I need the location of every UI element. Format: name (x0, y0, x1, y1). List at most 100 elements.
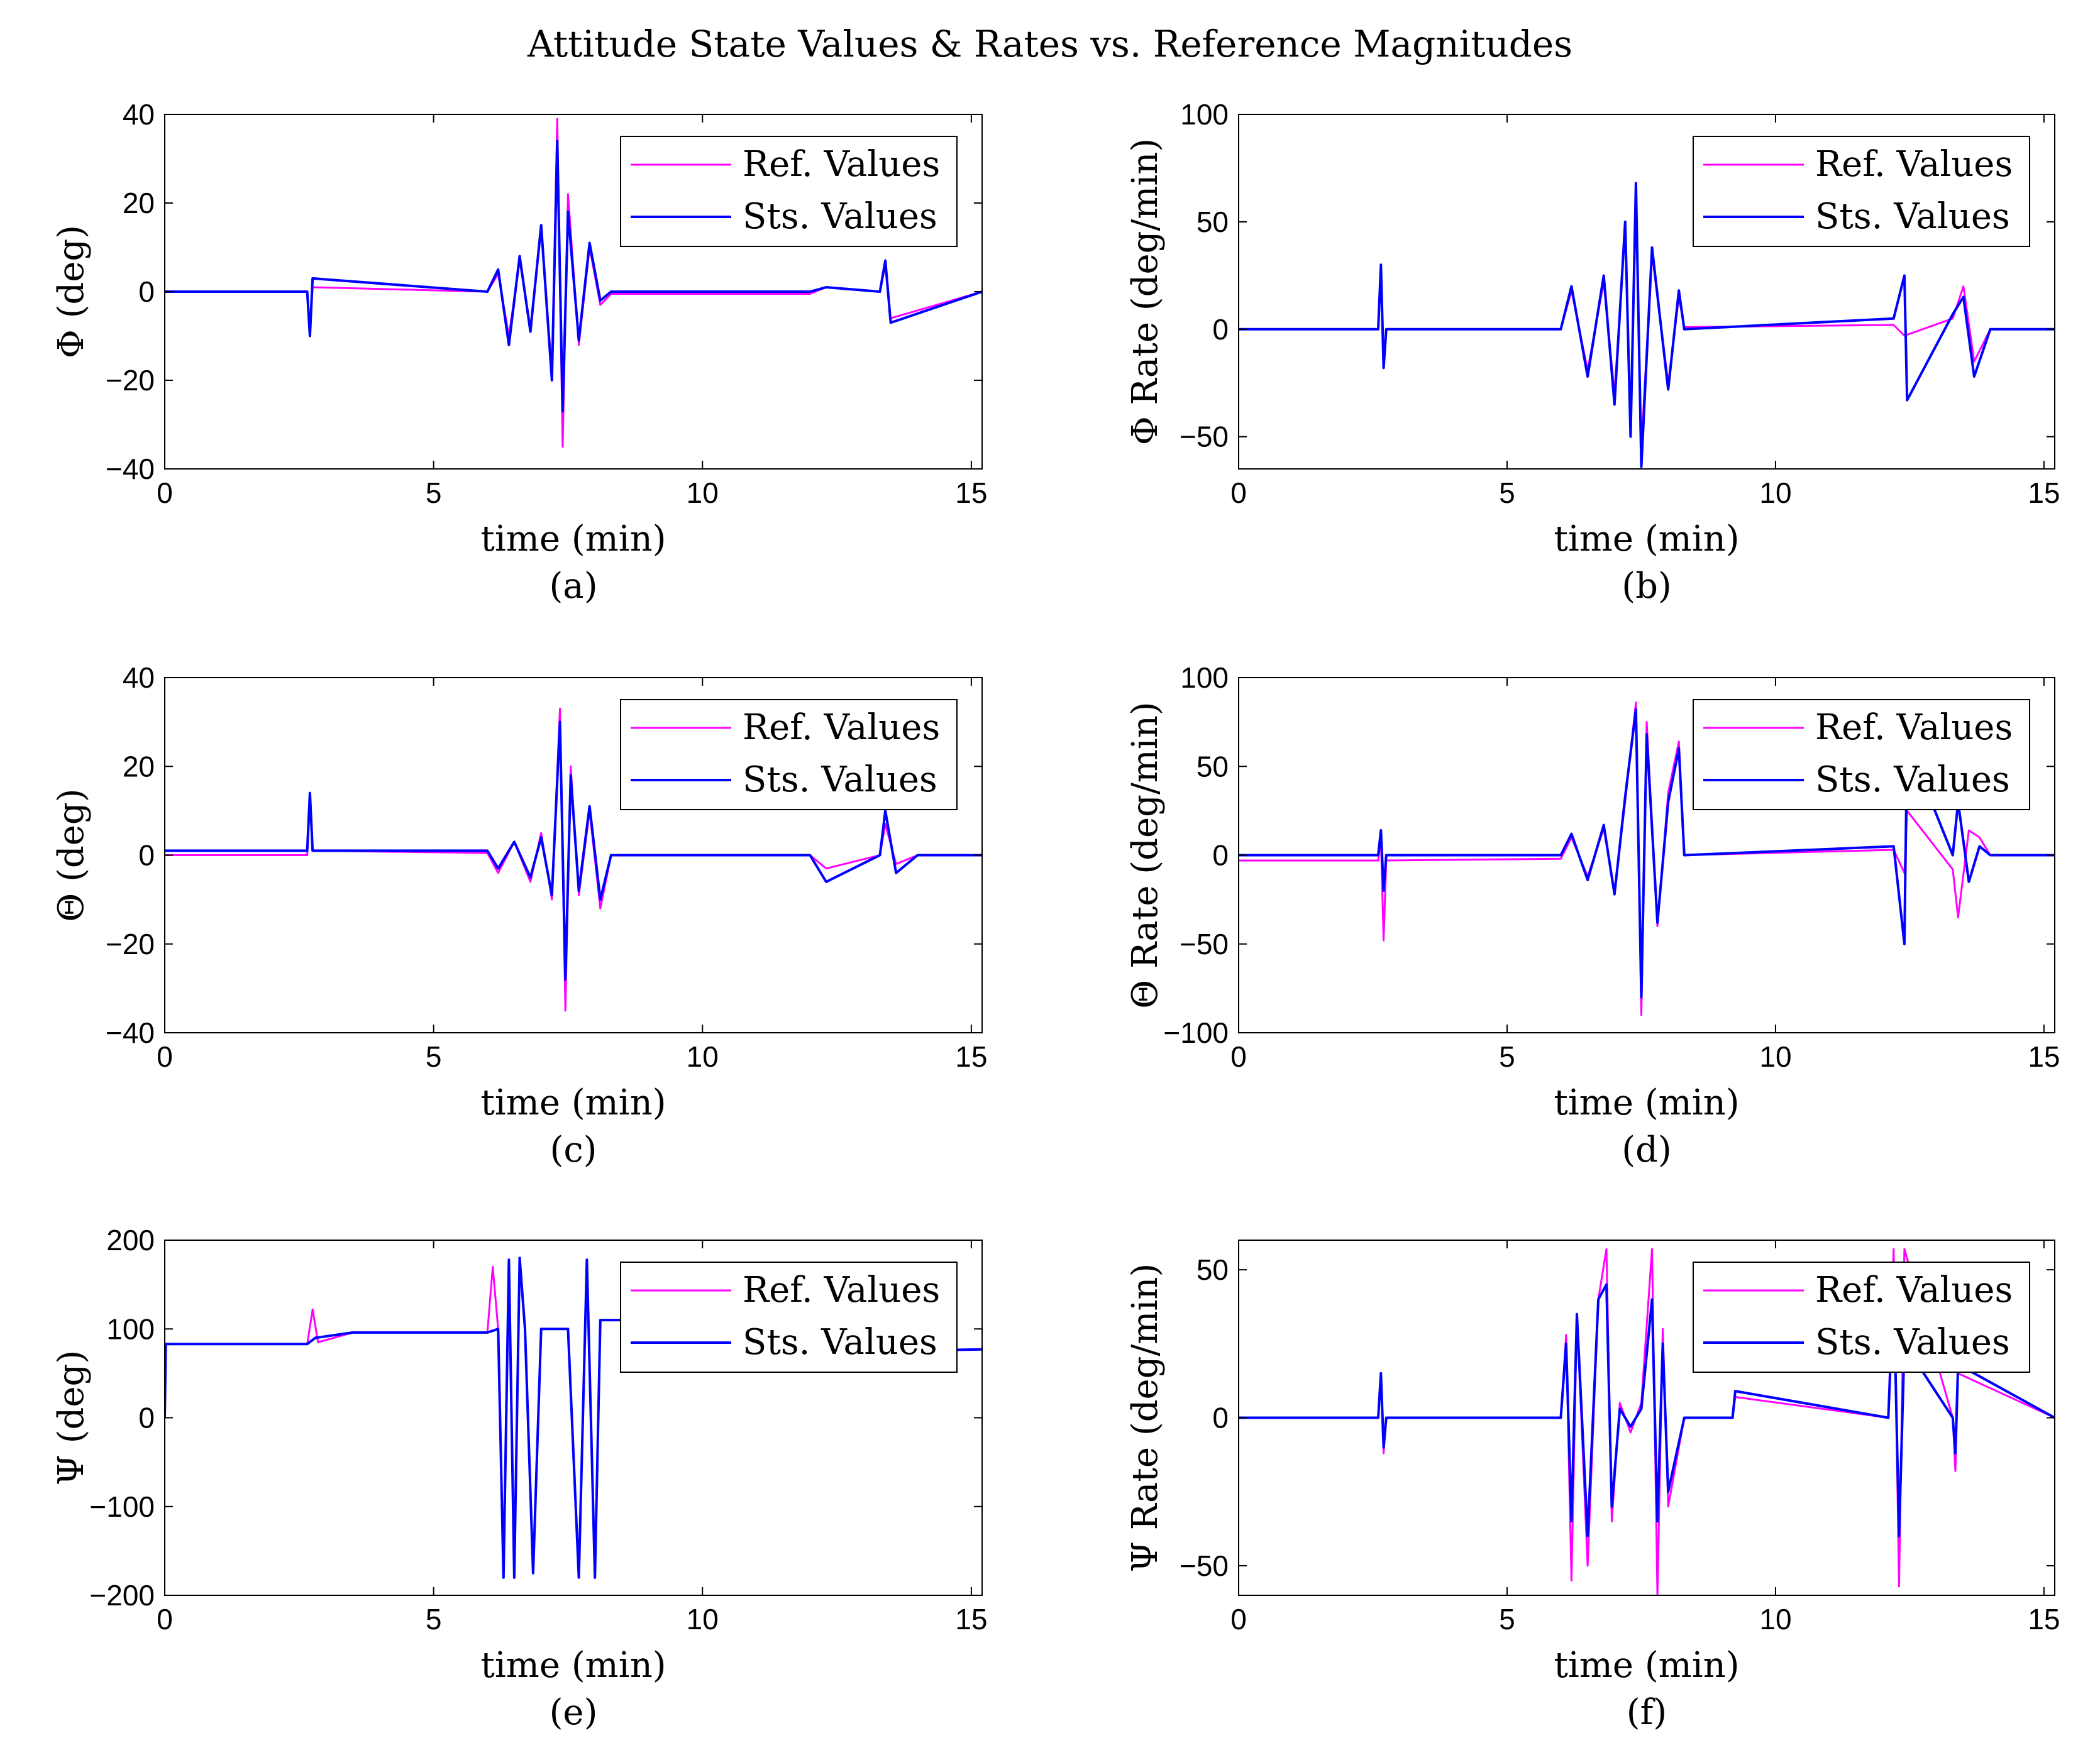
x-tick-label: 10 (1759, 1040, 1791, 1073)
plot-area (1239, 182, 2055, 468)
x-tick-label: 10 (687, 476, 719, 509)
panel-d: 0 5 10 15 −100 −50 0 50 100 time (min) Θ Rate (deg… (1125, 661, 2060, 1170)
legend: Ref. Values Sts. Values (620, 136, 958, 247)
legend: Ref. Values Sts. Values (620, 699, 958, 810)
sts-series-line (1239, 182, 2055, 468)
panel-c: 0 5 10 15 −40 −20 0 20 40 time (min) Θ (deg) (c) Ref… (51, 661, 987, 1170)
y-tick-label: 20 (123, 187, 155, 219)
x-tick-label: 15 (2028, 1603, 2060, 1636)
x-axis-label: time (min) (480, 519, 666, 559)
y-axis-label: Ψ (deg) (51, 1350, 92, 1485)
y-tick-label: 100 (1180, 98, 1229, 131)
y-tick-label: −40 (106, 1016, 155, 1049)
x-tick-label: 15 (2028, 1040, 2060, 1073)
y-axis-label: Θ (deg) (51, 788, 92, 921)
panel-caption: (d) (1622, 1130, 1672, 1170)
x-tick-label: 0 (157, 1040, 173, 1073)
legend-box (620, 699, 958, 810)
panel-caption: (f) (1627, 1692, 1667, 1733)
y-tick-label: 40 (123, 661, 155, 694)
x-axis-label: time (min) (480, 1645, 666, 1686)
sts-series-line (165, 140, 982, 413)
legend: Ref. Values Sts. Values (1693, 136, 2030, 247)
x-tick-label: 0 (1230, 1040, 1247, 1073)
x-tick-label: 0 (157, 476, 173, 509)
y-tick-label: −100 (89, 1490, 155, 1523)
sts-series-line (165, 720, 982, 981)
x-axis-label: time (min) (1554, 1082, 1739, 1123)
legend-box (1693, 136, 2030, 247)
x-axis-label: time (min) (1554, 519, 1739, 559)
y-axis-label: Ψ Rate (deg/min) (1125, 1263, 1166, 1573)
ref-series-line (1239, 701, 2055, 1016)
legend: Ref. Values Sts. Values (1693, 1262, 2030, 1373)
y-tick-label: 50 (1196, 1253, 1229, 1286)
y-tick-label: −100 (1163, 1016, 1229, 1049)
x-tick-label: 0 (157, 1603, 173, 1636)
x-tick-label: 0 (1230, 1603, 1247, 1636)
y-tick-label: 0 (138, 275, 155, 308)
sts-series-line (1239, 1283, 2055, 1537)
plot-area (1239, 701, 2055, 1016)
panel-caption: (b) (1622, 566, 1672, 607)
y-tick-label: 50 (1196, 750, 1229, 783)
legend-box (1693, 1262, 2030, 1373)
x-tick-label: 10 (687, 1603, 719, 1636)
y-tick-label: 0 (138, 1402, 155, 1434)
legend-ref-label: Ref. Values (1815, 144, 2013, 185)
y-tick-label: 50 (1196, 206, 1229, 238)
x-tick-label: 5 (1499, 476, 1515, 509)
legend-sts-label: Sts. Values (743, 196, 937, 237)
y-tick-label: −200 (89, 1579, 155, 1612)
x-tick-label: 10 (1759, 476, 1791, 509)
y-tick-label: 0 (1212, 1402, 1229, 1434)
y-tick-label: 200 (106, 1224, 155, 1257)
x-axis-label: time (min) (1554, 1645, 1739, 1686)
plot-area (165, 707, 982, 1012)
x-axis-label: time (min) (480, 1082, 666, 1123)
x-tick-label: 15 (955, 1603, 987, 1636)
x-tick-label: 15 (2028, 476, 2060, 509)
y-axis-label: Φ Rate (deg/min) (1125, 138, 1166, 445)
figure-title: Attitude State Values & Rates vs. Refere… (527, 23, 1572, 65)
legend-sts-label: Sts. Values (1815, 759, 2010, 800)
y-tick-label: −20 (106, 364, 155, 397)
panel-caption: (c) (550, 1130, 597, 1170)
y-tick-label: −20 (106, 928, 155, 960)
legend-ref-label: Ref. Values (743, 707, 940, 748)
legend-sts-label: Sts. Values (743, 1322, 937, 1363)
y-axis-label: Φ (deg) (51, 225, 92, 358)
y-tick-label: 40 (123, 98, 155, 131)
x-tick-label: 5 (1499, 1603, 1515, 1636)
legend-ref-label: Ref. Values (743, 1270, 940, 1311)
legend: Ref. Values Sts. Values (1693, 699, 2030, 810)
y-tick-label: 0 (138, 839, 155, 872)
legend-ref-label: Ref. Values (1815, 707, 2013, 748)
y-tick-label: 0 (1212, 313, 1229, 346)
y-tick-label: −50 (1180, 421, 1229, 453)
legend-box (620, 136, 958, 247)
legend-ref-label: Ref. Values (1815, 1270, 2013, 1311)
panel-e: 0 5 10 15 −200 −100 0 100 200 time (min) Ψ (deg) (e… (51, 1224, 987, 1733)
x-tick-label: 5 (426, 476, 442, 509)
y-tick-label: 20 (123, 750, 155, 783)
x-tick-label: 10 (687, 1040, 719, 1073)
plot-area (165, 118, 982, 448)
sts-series-line (1239, 708, 2055, 999)
panel-caption: (a) (549, 566, 597, 607)
legend-sts-label: Sts. Values (1815, 196, 2010, 237)
x-tick-label: 5 (1499, 1040, 1515, 1073)
x-tick-label: 15 (955, 476, 987, 509)
y-tick-label: 100 (1180, 661, 1229, 694)
x-tick-label: 15 (955, 1040, 987, 1073)
y-axis-label: Θ Rate (deg/min) (1125, 701, 1166, 1008)
legend-box (1693, 699, 2030, 810)
legend: Ref. Values Sts. Values (620, 1262, 958, 1373)
plot-area (1239, 1248, 2055, 1595)
legend-box (620, 1262, 958, 1373)
y-tick-label: 100 (106, 1312, 155, 1345)
